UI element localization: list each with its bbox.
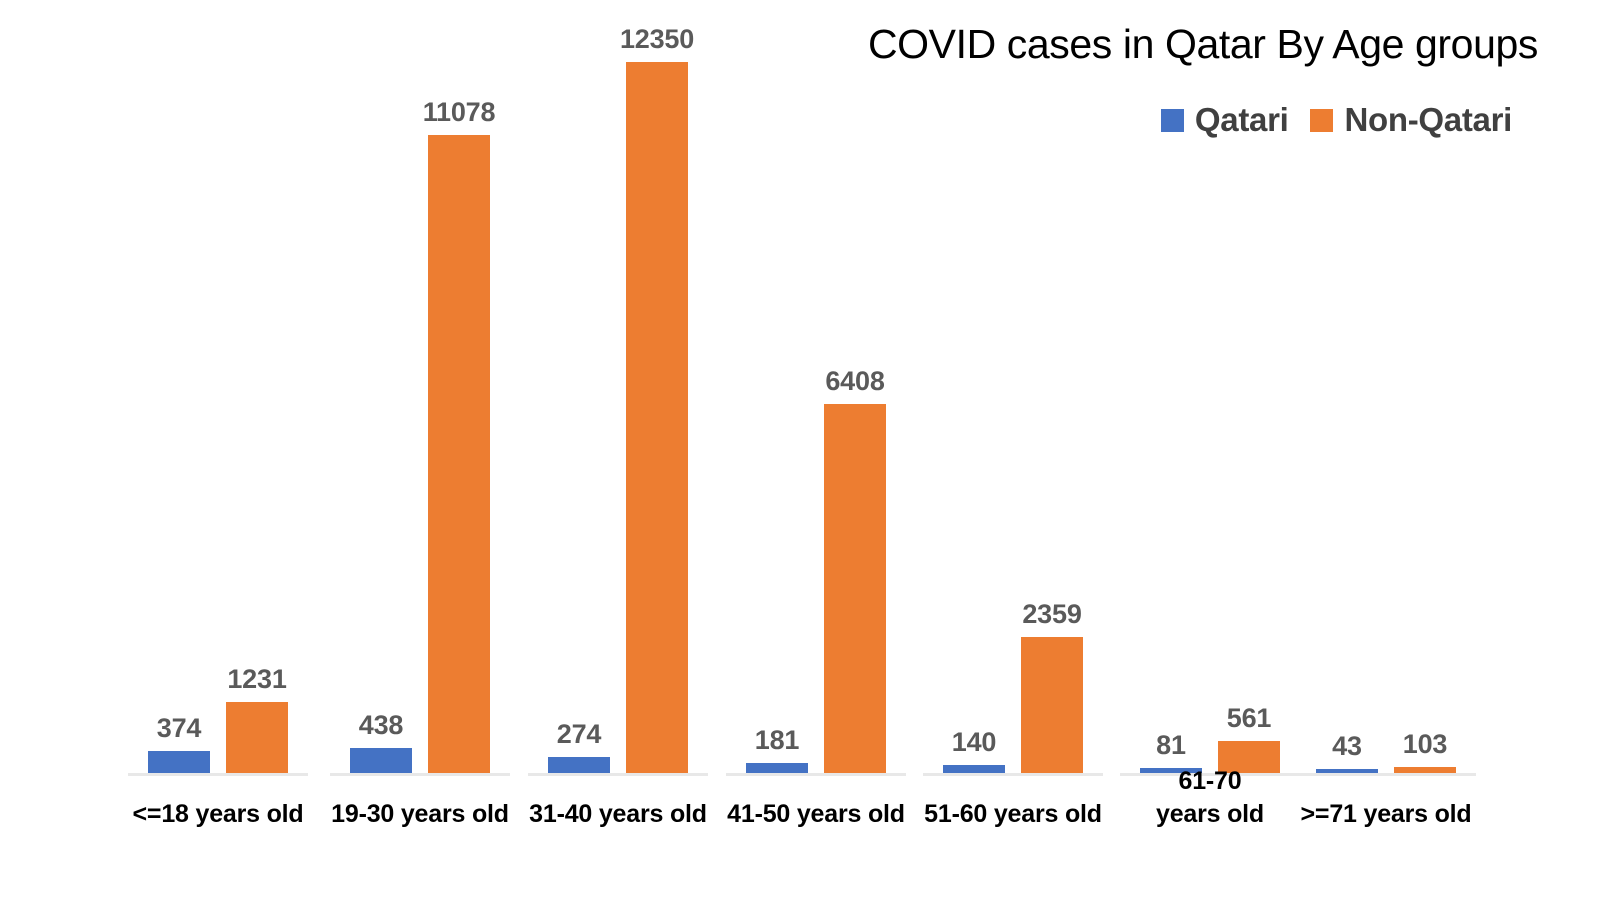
bar-value-label: 140 bbox=[951, 726, 997, 757]
bar-group: 81 561 61-70 years old bbox=[1120, 62, 1300, 828]
bar-column: 374 bbox=[148, 62, 210, 773]
bar-column: 12350 bbox=[620, 24, 694, 773]
axis-line-segment bbox=[923, 773, 1103, 776]
bar-pair: 181 6408 bbox=[726, 62, 906, 773]
legend-swatch-square bbox=[1160, 108, 1184, 132]
bar-value-label: 438 bbox=[358, 709, 404, 740]
axis-line-segment bbox=[128, 773, 308, 776]
chart-legend: Qatari Non-Qatari bbox=[1160, 101, 1512, 139]
category-axis-label: 31-40 years old bbox=[529, 800, 707, 828]
bar-group: 140 2359 51-60 years old bbox=[923, 62, 1103, 828]
bar-value-label: 274 bbox=[556, 719, 602, 750]
bar-qatari[interactable] bbox=[943, 764, 1005, 773]
bar-pair: 274 12350 bbox=[528, 24, 708, 773]
bar-column: 6408 bbox=[824, 62, 886, 773]
bar-column: 561 bbox=[1218, 62, 1280, 773]
legend-label: Qatari bbox=[1194, 101, 1289, 138]
bar-value-label: 12350 bbox=[619, 24, 695, 54]
bar-group: 374 1231 <=18 years old bbox=[128, 62, 308, 828]
bar-value-label: 561 bbox=[1226, 702, 1272, 733]
axis-line-segment bbox=[726, 773, 906, 776]
bar-group: 43 103 >=71 years old bbox=[1296, 62, 1476, 828]
bar-pair: 140 2359 bbox=[923, 62, 1103, 773]
bar-non-qatari[interactable] bbox=[226, 702, 288, 773]
bar-column: 81 bbox=[1140, 62, 1202, 773]
bar-value-label: 43 bbox=[1332, 731, 1362, 761]
bar-column: 181 bbox=[746, 62, 808, 773]
bar-group: 438 11078 19-30 years old bbox=[330, 62, 510, 828]
legend-entry-non-qatari[interactable]: Non-Qatari bbox=[1310, 101, 1512, 139]
category-axis-label: 19-30 years old bbox=[331, 800, 509, 828]
legend-label: Non-Qatari bbox=[1344, 101, 1512, 138]
category-axis-label: 41-50 years old bbox=[727, 800, 905, 828]
bar-value-label: 374 bbox=[156, 713, 202, 744]
bar-column: 103 bbox=[1394, 62, 1456, 773]
page-title: COVID cases in Qatar By Age groups bbox=[867, 21, 1538, 67]
bar-pair: 374 1231 bbox=[128, 62, 308, 773]
bar-value-label: 1231 bbox=[227, 664, 287, 695]
bar-column: 43 bbox=[1316, 62, 1378, 773]
category-axis-label: >=71 years old bbox=[1300, 800, 1472, 828]
bar-value-label: 181 bbox=[754, 724, 800, 755]
bar-qatari[interactable] bbox=[1140, 768, 1202, 773]
bar-non-qatari[interactable] bbox=[626, 62, 688, 773]
bar-qatari[interactable] bbox=[746, 762, 808, 773]
bar-column: 11078 bbox=[423, 62, 495, 773]
category-axis-label: 51-60 years old bbox=[924, 800, 1102, 828]
bar-column: 2359 bbox=[1021, 62, 1083, 773]
bar-value-label: 11078 bbox=[422, 97, 496, 128]
bar-non-qatari[interactable] bbox=[1021, 637, 1083, 773]
axis-line-segment bbox=[1296, 773, 1476, 776]
category-axis-label: <=18 years old bbox=[132, 800, 304, 828]
bar-pair: 43 103 bbox=[1296, 62, 1476, 773]
bar-pair: 81 561 bbox=[1120, 62, 1300, 773]
bar-qatari[interactable] bbox=[1316, 769, 1378, 773]
bar-non-qatari[interactable] bbox=[428, 135, 490, 773]
legend-swatch-square bbox=[1310, 108, 1334, 132]
axis-line-segment bbox=[528, 773, 708, 776]
bar-column: 140 bbox=[943, 62, 1005, 773]
bar-qatari[interactable] bbox=[148, 751, 210, 773]
legend-entry-qatari[interactable]: Qatari bbox=[1160, 101, 1289, 139]
bar-pair: 438 11078 bbox=[330, 62, 510, 773]
bar-column: 274 bbox=[548, 62, 610, 773]
bar-value-label: 81 bbox=[1156, 730, 1186, 761]
bar-group: 274 12350 31-40 years old bbox=[528, 24, 708, 828]
bar-non-qatari[interactable] bbox=[824, 404, 886, 773]
bar-qatari[interactable] bbox=[350, 747, 412, 773]
axis-line-segment bbox=[330, 773, 510, 776]
bar-non-qatari[interactable] bbox=[1218, 740, 1280, 773]
bar-qatari[interactable] bbox=[548, 757, 610, 773]
bar-value-label: 2359 bbox=[1022, 599, 1082, 630]
bar-column: 438 bbox=[350, 62, 412, 773]
axis-line-segment bbox=[1120, 773, 1300, 776]
bar-value-label: 6408 bbox=[825, 366, 885, 397]
bar-column: 1231 bbox=[226, 62, 288, 773]
bar-value-label: 103 bbox=[1402, 729, 1448, 760]
bar-group: 181 6408 41-50 years old bbox=[726, 62, 906, 828]
bar-non-qatari[interactable] bbox=[1394, 767, 1456, 773]
category-axis-label: 61-70 years old bbox=[1156, 767, 1264, 828]
